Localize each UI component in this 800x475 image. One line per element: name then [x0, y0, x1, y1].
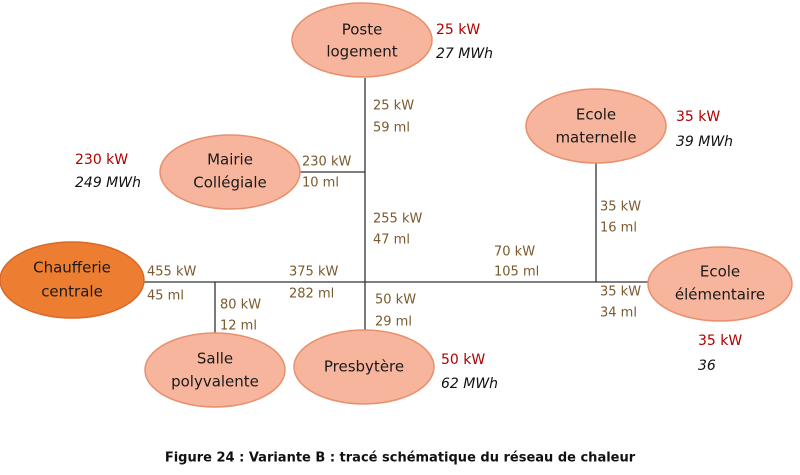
edge-power: 35 kW	[600, 200, 641, 215]
node	[525, 88, 667, 164]
node	[159, 134, 301, 210]
node-energy: 249 MWh	[75, 175, 141, 191]
node-label: Mairie	[207, 151, 253, 169]
node-label: Chaufferie	[33, 259, 111, 277]
node-power: 50 kW	[441, 352, 485, 368]
node-label: élémentaire	[675, 286, 765, 304]
edge-power: 50 kW	[375, 293, 416, 308]
edge-length: 16 ml	[600, 221, 637, 236]
edge-length: 12 ml	[220, 319, 257, 334]
node-power: 25 kW	[436, 22, 480, 38]
edge-power: 80 kW	[220, 298, 261, 313]
edge-power: 255 kW	[373, 212, 422, 227]
node	[293, 329, 435, 405]
node-label: Ecole	[576, 106, 616, 124]
edge-power: 70 kW	[494, 245, 535, 260]
node-label: Collégiale	[193, 174, 267, 192]
node-label: logement	[326, 43, 397, 61]
node-power: 230 kW	[75, 152, 128, 168]
node-power: 35 kW	[698, 333, 742, 349]
node-energy: 39 MWh	[676, 134, 733, 150]
edge-power: 25 kW	[373, 99, 414, 114]
node	[647, 246, 793, 322]
edge-length: 10 ml	[302, 176, 339, 191]
node-label: Poste	[342, 21, 383, 39]
pipes	[144, 78, 650, 333]
node-label: polyvalente	[171, 373, 259, 391]
edge-length: 105 ml	[494, 265, 539, 280]
node-label: Salle	[197, 350, 233, 368]
edge-length: 47 ml	[373, 233, 410, 248]
edge-length: 59 ml	[373, 121, 410, 136]
node-label: maternelle	[555, 129, 636, 147]
edge-length: 45 ml	[147, 289, 184, 304]
node	[291, 2, 433, 78]
node	[0, 241, 145, 319]
node-energy: 36	[698, 358, 716, 374]
node-energy: 27 MWh	[436, 46, 493, 62]
edge-power: 455 kW	[147, 265, 196, 280]
edge-power: 35 kW	[600, 285, 641, 300]
edge-length: 34 ml	[600, 306, 637, 321]
edge-power: 375 kW	[289, 265, 338, 280]
node-label: Ecole	[700, 263, 740, 281]
node	[144, 332, 286, 408]
node-label: centrale	[41, 283, 103, 301]
node-power: 35 kW	[676, 109, 720, 125]
edge-power: 230 kW	[302, 155, 351, 170]
node-energy: 62 MWh	[441, 376, 498, 392]
caption: Figure 24 : Variante B : tracé schématiq…	[165, 451, 636, 466]
edge-length: 282 ml	[289, 287, 334, 302]
edge-labels: 25 kW 59 ml 230 kW 10 ml 255 kW 47 ml 45…	[147, 99, 641, 334]
node-label: Presbytère	[324, 358, 404, 376]
edge-length: 29 ml	[375, 315, 412, 330]
